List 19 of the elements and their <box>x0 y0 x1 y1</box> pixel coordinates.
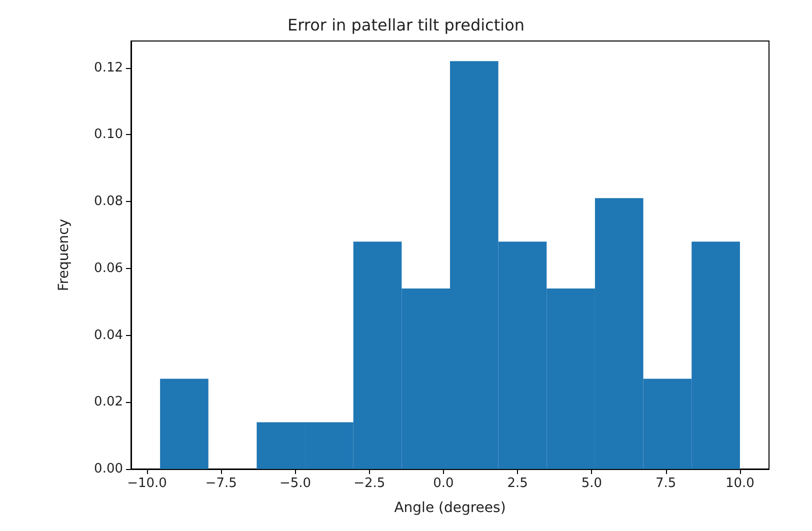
x-tick-label: −7.5 <box>205 476 237 491</box>
y-tick-label: 0.10 <box>94 127 123 142</box>
x-tick-label: −5.0 <box>279 476 312 491</box>
x-tick-label: 5.0 <box>581 476 602 491</box>
y-tick-label: 0.08 <box>94 194 123 209</box>
y-tick-label: 0.06 <box>94 260 123 276</box>
x-tick-label: 7.5 <box>655 476 676 491</box>
x-tick-label: −10.0 <box>127 476 167 491</box>
x-tick-label: 2.5 <box>507 476 528 491</box>
y-axis-title: Frequency <box>56 218 72 292</box>
y-tick-label: 0.04 <box>94 328 123 343</box>
x-tick-label: −2.5 <box>354 476 386 491</box>
y-tick-label: 0.00 <box>94 462 123 476</box>
y-tick-label: 0.02 <box>94 394 123 410</box>
x-tick-label: 0.0 <box>433 476 454 491</box>
x-axis-title: Angle (degrees) <box>394 500 506 516</box>
x-tick-label: 10.0 <box>725 476 754 491</box>
y-tick-label: 0.12 <box>94 60 123 76</box>
chart-title: Error in patellar tilt prediction <box>288 16 524 34</box>
